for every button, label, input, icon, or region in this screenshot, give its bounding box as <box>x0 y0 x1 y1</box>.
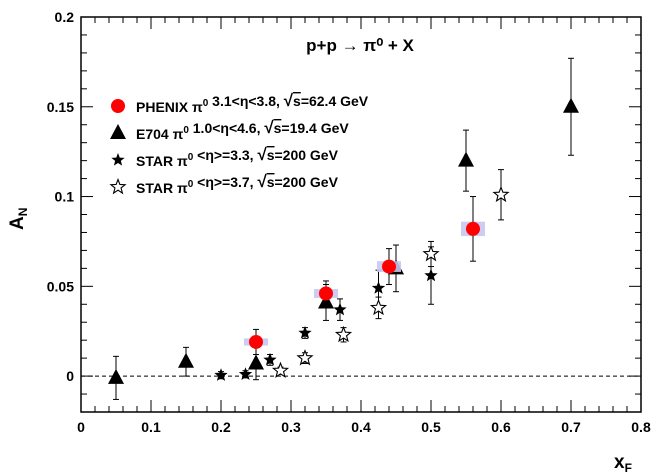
x-tick-label: 0 <box>77 419 85 435</box>
x-axis-label-sub: F <box>625 461 632 475</box>
x-axis-label: xF <box>614 452 632 475</box>
data-point-triangle <box>563 97 579 113</box>
x-tick-label: 0.6 <box>491 419 511 435</box>
legend-entry-part: √ <box>284 91 294 110</box>
legend-entry-part: 0 <box>188 179 194 190</box>
data-point-star-filled <box>333 302 347 316</box>
data-point-star-filled <box>424 268 438 282</box>
data-point-star-filled <box>263 352 277 366</box>
legend-entry-part: <η>=3.3, <box>193 147 257 163</box>
data-point-triangle <box>458 151 474 167</box>
data-point-star-filled <box>214 368 228 381</box>
legend-entry-part: 3.1<η<3.8, <box>208 93 284 109</box>
data-point-triangle <box>178 352 194 368</box>
legend-entry: E704 π0 1.0<η<4.6, √s=19.4 GeV <box>136 118 349 142</box>
data-point-circle <box>319 286 333 301</box>
legend-entry-part: STAR π <box>136 180 188 196</box>
data-point-star-open <box>334 325 353 343</box>
legend-entry-part: √ <box>257 145 267 164</box>
legend-entry-part: 1.0<η<4.6, <box>189 120 265 136</box>
x-tick-label: 0.7 <box>561 419 581 435</box>
data-point-star-open <box>422 244 440 262</box>
legend-entry-part: s <box>274 120 282 136</box>
x-axis-label-main: x <box>614 452 625 473</box>
data-point-star-open <box>369 298 388 316</box>
data-point-circle <box>249 334 263 349</box>
y-tick-label: 0.2 <box>55 9 75 25</box>
y-tick-label: 0.05 <box>47 278 74 294</box>
legend-entry: PHENIX π0 3.1<η<3.8, √s=62.4 GeV <box>136 91 369 115</box>
x-tick-label: 0.3 <box>281 419 301 435</box>
data-point-star-open <box>492 185 510 203</box>
y-tick-labels: 0 0.05 0.1 0.15 0.2 <box>47 9 74 384</box>
y-tick-label: 0 <box>66 368 74 384</box>
legend-marker-triangle <box>110 124 126 139</box>
legend-entry-part: =200 GeV <box>274 174 338 190</box>
data-marks <box>108 57 579 400</box>
data-point-triangle <box>248 354 264 370</box>
legend-entry: STAR π0 <η>=3.3, √s=200 GeV <box>136 145 339 169</box>
legend-entry-part: STAR π <box>136 153 188 169</box>
data-point-star-filled <box>238 367 253 380</box>
legend-entry-part: √ <box>257 172 267 191</box>
plot-frame <box>80 16 642 413</box>
y-tick-label: 0.1 <box>55 189 75 205</box>
legend-marker-star-filled <box>111 153 125 166</box>
legend-marker-circle <box>111 99 125 113</box>
x-tick-label: 0.8 <box>631 419 651 435</box>
legend-entry-part: s <box>267 174 275 190</box>
legend-entry: STAR π0 <η>=3.7, √s=200 GeV <box>136 172 339 196</box>
data-point-circle <box>382 259 396 274</box>
legend-entry-part: =200 GeV <box>274 147 338 163</box>
data-point-star-open <box>296 349 314 366</box>
y-axis-label-sub: N <box>16 208 30 217</box>
legend-entry-part: <η>=3.7, <box>193 174 257 190</box>
legend-entry-part: PHENIX π <box>136 99 203 115</box>
legend-entry-part: E704 π <box>136 126 184 142</box>
data-point-circle <box>466 221 480 236</box>
data-point-triangle <box>108 368 124 384</box>
y-axis-label: AN <box>7 208 30 230</box>
x-tick-label: 0.1 <box>141 419 161 435</box>
y-tick-label: 0.15 <box>47 99 74 115</box>
data-point-star-filled <box>371 281 386 294</box>
legend-entry-part: √ <box>264 118 274 137</box>
legend-entry-part: 0 <box>188 152 194 163</box>
legend-marker-star-open <box>109 177 127 195</box>
legend-entry-part: 0 <box>203 98 209 109</box>
x-tick-label: 0.2 <box>211 419 231 435</box>
axis-ticks <box>80 16 642 412</box>
x-tick-label: 0.5 <box>421 419 441 435</box>
data-point-star-open <box>271 361 290 379</box>
legend-entry-part: s <box>267 147 275 163</box>
legend-entry-part: =19.4 GeV <box>281 120 349 136</box>
x-tick-label: 0.4 <box>351 419 371 435</box>
legend-entry-part: =62.4 GeV <box>301 93 369 109</box>
x-tick-labels: 0 0.1 0.2 0.3 0.4 0.5 0.6 0.7 0.8 <box>77 419 651 435</box>
legend-entry-part: 0 <box>183 125 189 136</box>
y-axis-label-main: A <box>7 216 28 230</box>
chart-title: p+p → π⁰ + X <box>306 36 414 55</box>
legend-entry-part: s <box>293 93 301 109</box>
data-point-star-filled <box>298 326 312 339</box>
